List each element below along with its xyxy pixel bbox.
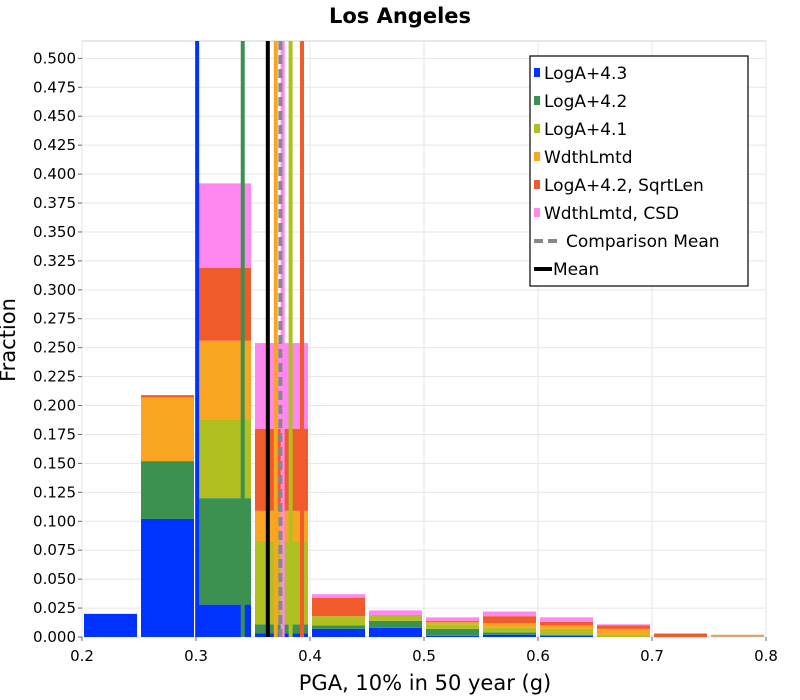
x-tick-label: 0.8 bbox=[754, 647, 778, 665]
legend-label: LogA+4.2, SqrtLen bbox=[544, 176, 704, 196]
bar-segment bbox=[711, 634, 764, 637]
bar-segment bbox=[369, 620, 422, 628]
legend-swatch bbox=[534, 208, 540, 217]
y-tick-label: 0.450 bbox=[33, 107, 76, 125]
bar-segment bbox=[654, 633, 707, 637]
bar-segment bbox=[426, 621, 479, 625]
y-tick-label: 0.175 bbox=[33, 425, 76, 443]
bar-segment bbox=[426, 624, 479, 629]
mean-lines-group bbox=[195, 41, 305, 637]
legend-label: WdthLmtd bbox=[544, 148, 633, 168]
bar-segment bbox=[312, 616, 365, 626]
x-tick-label: 0.6 bbox=[526, 647, 550, 665]
y-tick-label: 0.125 bbox=[33, 483, 76, 501]
y-tick-label: 0.500 bbox=[33, 49, 76, 67]
bar-segment bbox=[369, 610, 422, 616]
legend-box bbox=[529, 55, 749, 287]
bar-segment bbox=[540, 625, 593, 629]
bar-segment bbox=[597, 628, 650, 635]
bar-segment bbox=[84, 613, 137, 637]
bar-segment bbox=[369, 627, 422, 637]
x-tick-label: 0.3 bbox=[184, 647, 208, 665]
bar-segment bbox=[483, 616, 536, 624]
y-tick-label: 0.225 bbox=[33, 368, 76, 386]
bar-segment bbox=[312, 594, 365, 598]
y-tick-label: 0.300 bbox=[33, 281, 76, 299]
bar-segment bbox=[141, 397, 194, 462]
bar-segment bbox=[369, 615, 422, 621]
bar-segment bbox=[141, 461, 194, 519]
bar-segment bbox=[540, 617, 593, 622]
bar-segment bbox=[540, 628, 593, 635]
y-tick-label: 0.025 bbox=[33, 599, 76, 617]
y-axis-ticks: 0.000 0.025 0.050 0.075 0.100 0.125 0.150 0.175… bbox=[33, 49, 82, 646]
bar-segment bbox=[426, 628, 479, 636]
bar-segment bbox=[426, 635, 479, 637]
x-axis-label: PGA, 10% in 50 year (g) bbox=[299, 671, 551, 695]
bar-segment bbox=[483, 611, 536, 617]
x-tick-label: 0.4 bbox=[298, 647, 322, 665]
chart-title: Los Angeles bbox=[329, 4, 471, 28]
bar-segment bbox=[540, 621, 593, 626]
legend-label: Mean bbox=[553, 260, 599, 280]
y-tick-label: 0.425 bbox=[33, 136, 76, 154]
bar-segment bbox=[426, 620, 479, 622]
legend-swatch bbox=[534, 180, 540, 189]
legend-label: LogA+4.2 bbox=[544, 92, 627, 112]
bar-segment bbox=[483, 632, 536, 635]
bars-group bbox=[84, 183, 764, 637]
y-tick-label: 0.000 bbox=[33, 628, 76, 646]
bar-segment bbox=[483, 634, 536, 637]
y-tick-label: 0.200 bbox=[33, 397, 76, 415]
legend-label: Comparison Mean bbox=[566, 232, 720, 252]
y-tick-label: 0.275 bbox=[33, 310, 76, 328]
y-tick-label: 0.350 bbox=[33, 223, 76, 241]
bar-segment bbox=[426, 617, 479, 621]
x-axis-ticks: 0.2 0.3 0.4 0.5 0.6 0.7 0.8 bbox=[70, 637, 778, 665]
bar-segment bbox=[540, 635, 593, 637]
x-tick-label: 0.2 bbox=[70, 647, 94, 665]
legend-label: LogA+4.1 bbox=[544, 120, 627, 140]
y-tick-label: 0.325 bbox=[33, 252, 76, 270]
y-tick-label: 0.050 bbox=[33, 570, 76, 588]
bar-segment bbox=[141, 395, 194, 398]
y-tick-label: 0.400 bbox=[33, 165, 76, 183]
legend-swatch bbox=[534, 124, 540, 133]
bar-segment bbox=[597, 625, 650, 629]
legend-label: WdthLmtd, CSD bbox=[544, 204, 679, 224]
x-tick-label: 0.5 bbox=[412, 647, 436, 665]
y-tick-label: 0.375 bbox=[33, 194, 76, 212]
y-tick-label: 0.100 bbox=[33, 512, 76, 530]
bar-segment bbox=[597, 624, 650, 626]
y-tick-label: 0.075 bbox=[33, 541, 76, 559]
y-tick-label: 0.250 bbox=[33, 339, 76, 357]
y-axis-label: Fraction bbox=[0, 298, 20, 382]
y-tick-label: 0.475 bbox=[33, 78, 76, 96]
bar-segment bbox=[483, 623, 536, 628]
bar-segment bbox=[597, 634, 650, 637]
legend-swatch bbox=[534, 152, 540, 161]
bar-segment bbox=[312, 625, 365, 629]
bar-segment bbox=[312, 597, 365, 617]
legend: LogA+4.3 LogA+4.2 LogA+4.1 WdthLmtd LogA+4.2… bbox=[529, 55, 749, 287]
bar-segment bbox=[312, 628, 365, 637]
legend-swatch bbox=[534, 68, 540, 77]
legend-label: LogA+4.3 bbox=[544, 64, 627, 84]
bar-segment bbox=[483, 627, 536, 633]
x-tick-label: 0.7 bbox=[640, 647, 664, 665]
legend-swatch bbox=[534, 96, 540, 105]
bar-segment bbox=[540, 634, 593, 636]
bar-segment bbox=[141, 518, 194, 637]
y-tick-label: 0.150 bbox=[33, 454, 76, 472]
